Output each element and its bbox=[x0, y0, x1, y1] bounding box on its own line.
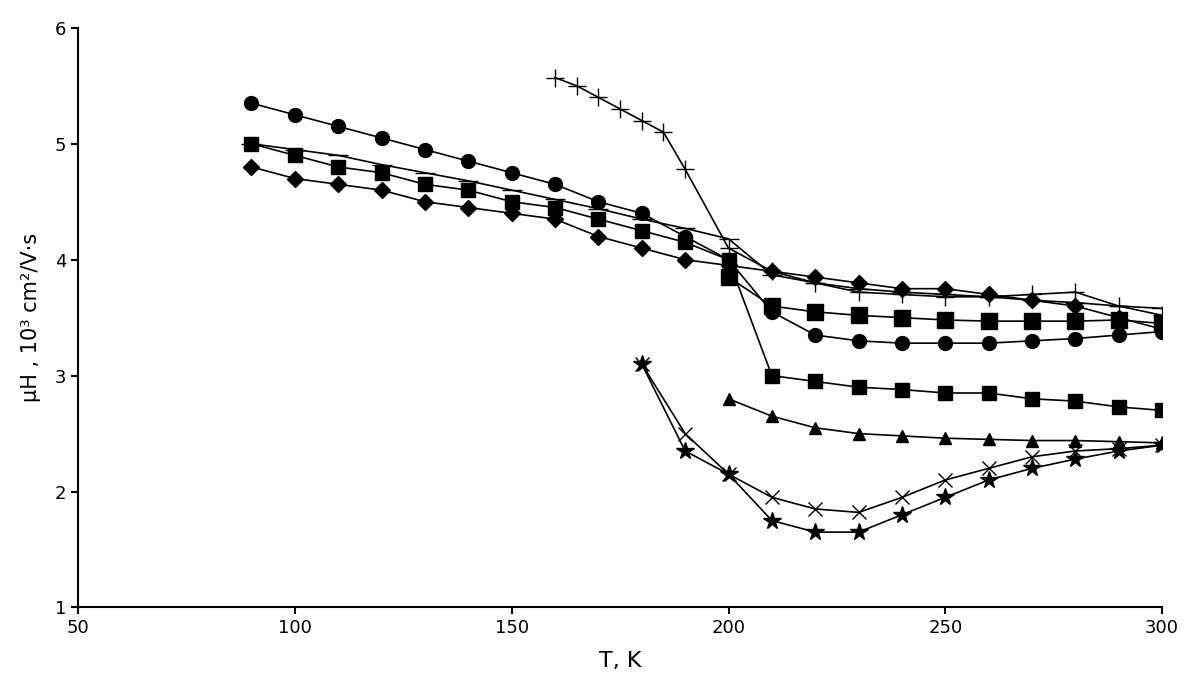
Y-axis label: μH , 10³ cm²/V·s: μH , 10³ cm²/V·s bbox=[20, 233, 41, 402]
X-axis label: T, K: T, K bbox=[599, 651, 641, 671]
